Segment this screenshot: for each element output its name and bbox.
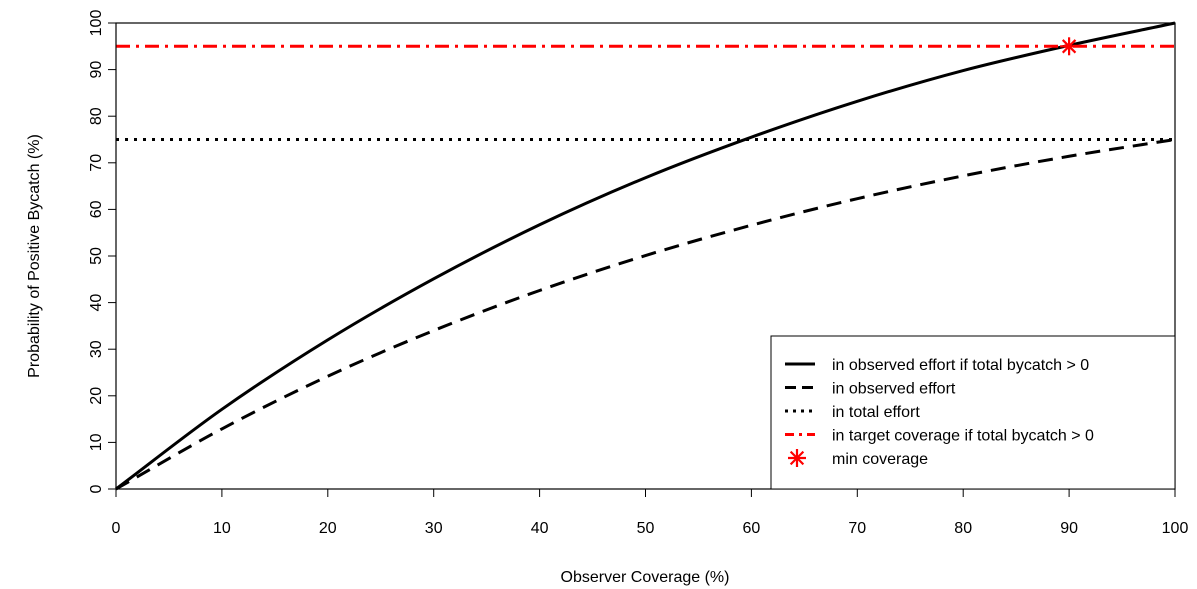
y-tick-label: 30 [88,340,105,358]
y-tick-label: 80 [88,107,105,125]
y-tick-label: 90 [88,61,105,79]
y-axis-title: Probability of Positive Bycatch (%) [26,134,43,378]
legend-label-4: in target coverage if total bycatch > 0 [832,428,1094,445]
y-tick-label: 100 [88,10,105,37]
legend-swatch-marker [788,449,806,467]
x-tick-label: 70 [848,520,866,537]
min-coverage-marker [1060,37,1079,56]
y-tick-label: 10 [88,433,105,451]
legend-box [770,335,1176,490]
y-tick-label: 0 [88,484,105,493]
y-tick-label: 50 [88,247,105,265]
legend-swatch-marker-stroke [789,450,805,466]
y-tick-label: 60 [88,200,105,218]
x-tick-label: 10 [213,520,231,537]
x-axis: 0 10 20 30 40 50 60 70 80 90 100 [112,488,1189,537]
x-axis-title: Observer Coverage (%) [561,569,730,586]
y-axis: 0 10 20 30 40 50 60 70 80 90 100 [88,10,117,493]
x-tick-label: 60 [743,520,761,537]
y-tick-label: 70 [88,154,105,172]
x-tick-label: 0 [112,520,121,537]
x-tick-label: 90 [1060,520,1078,537]
marker-layer [1060,37,1079,56]
y-tick-label: 20 [88,387,105,405]
series-line-2 [115,138,1176,491]
legend-label-1: in observed effort if total bycatch > 0 [832,357,1089,374]
x-tick-label: 30 [425,520,443,537]
legend-label-3: in total effort [832,404,920,421]
series-layer [115,21,1176,491]
legend: in observed effort if total bycatch > 0 i… [770,335,1176,490]
legend-label-5: min coverage [832,451,928,468]
x-tick-label: 20 [319,520,337,537]
legend-label-2: in observed effort [832,381,956,398]
x-tick-label: 50 [637,520,655,537]
y-tick-label: 40 [88,294,105,312]
x-tick-label: 40 [531,520,549,537]
x-tick-label: 100 [1162,520,1189,537]
series-line-1 [115,21,1176,491]
x-tick-label: 80 [954,520,972,537]
min-coverage-marker-stroke [1061,39,1077,54]
